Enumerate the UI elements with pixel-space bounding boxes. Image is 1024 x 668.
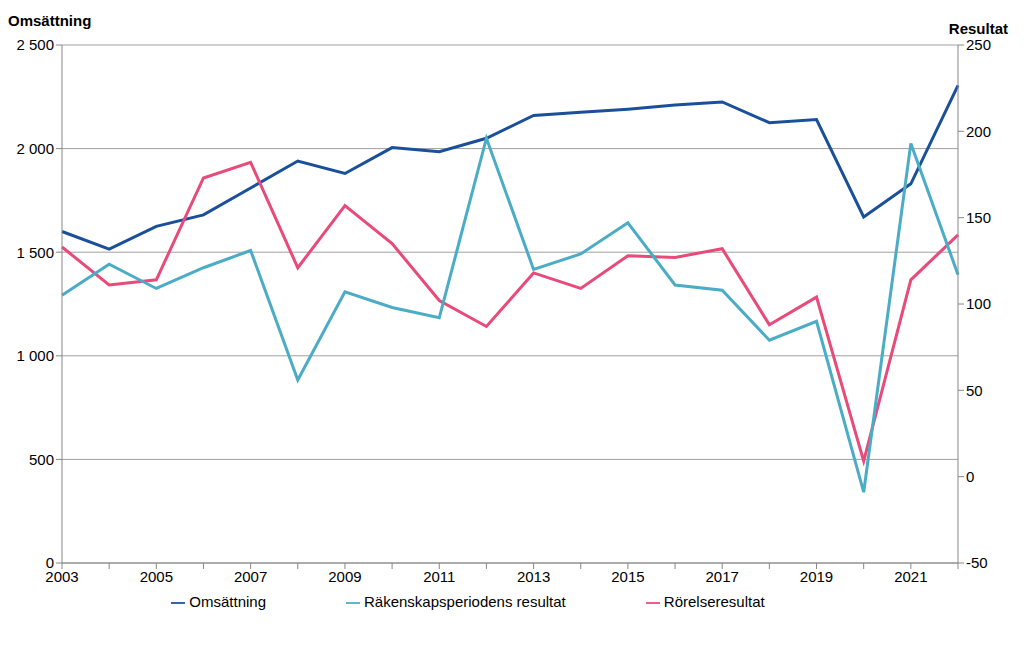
svg-text:2 500: 2 500 bbox=[16, 36, 54, 53]
html-text:Omsättning: Omsättning bbox=[189, 593, 266, 610]
svg-text:0: 0 bbox=[46, 554, 54, 571]
svg-text:100: 100 bbox=[966, 295, 991, 312]
svg-text:2 000: 2 000 bbox=[16, 140, 54, 157]
svg-text:150: 150 bbox=[966, 209, 991, 226]
svg-text:2013: 2013 bbox=[517, 568, 550, 585]
html-text:Rörelseresultat: Rörelseresultat bbox=[663, 593, 765, 610]
html-text:Omsättning: Omsättning bbox=[8, 12, 92, 29]
svg-text:500: 500 bbox=[29, 451, 54, 468]
html-text:Resultat: Resultat bbox=[948, 20, 1008, 37]
html-text:Räkenskapsperiodens resultat: Räkenskapsperiodens resultat bbox=[364, 593, 566, 610]
svg-text:2017: 2017 bbox=[706, 568, 739, 585]
svg-text:2021: 2021 bbox=[894, 568, 927, 585]
svg-text:2015: 2015 bbox=[611, 568, 644, 585]
svg-text:1 500: 1 500 bbox=[16, 244, 54, 261]
svg-text:2005: 2005 bbox=[140, 568, 173, 585]
svg-text:2019: 2019 bbox=[800, 568, 833, 585]
svg-text:2003: 2003 bbox=[45, 567, 79, 585]
svg-text:2007: 2007 bbox=[234, 568, 267, 585]
svg-text:50: 50 bbox=[966, 382, 983, 399]
svg-text:2009: 2009 bbox=[328, 568, 361, 585]
svg-text:2011: 2011 bbox=[423, 568, 455, 585]
svg-text:1 000: 1 000 bbox=[16, 347, 54, 364]
svg-text:-50: -50 bbox=[966, 554, 988, 571]
svg-text:200: 200 bbox=[966, 123, 991, 140]
svg-text:250: 250 bbox=[966, 36, 991, 53]
svg-text:0: 0 bbox=[966, 468, 974, 485]
